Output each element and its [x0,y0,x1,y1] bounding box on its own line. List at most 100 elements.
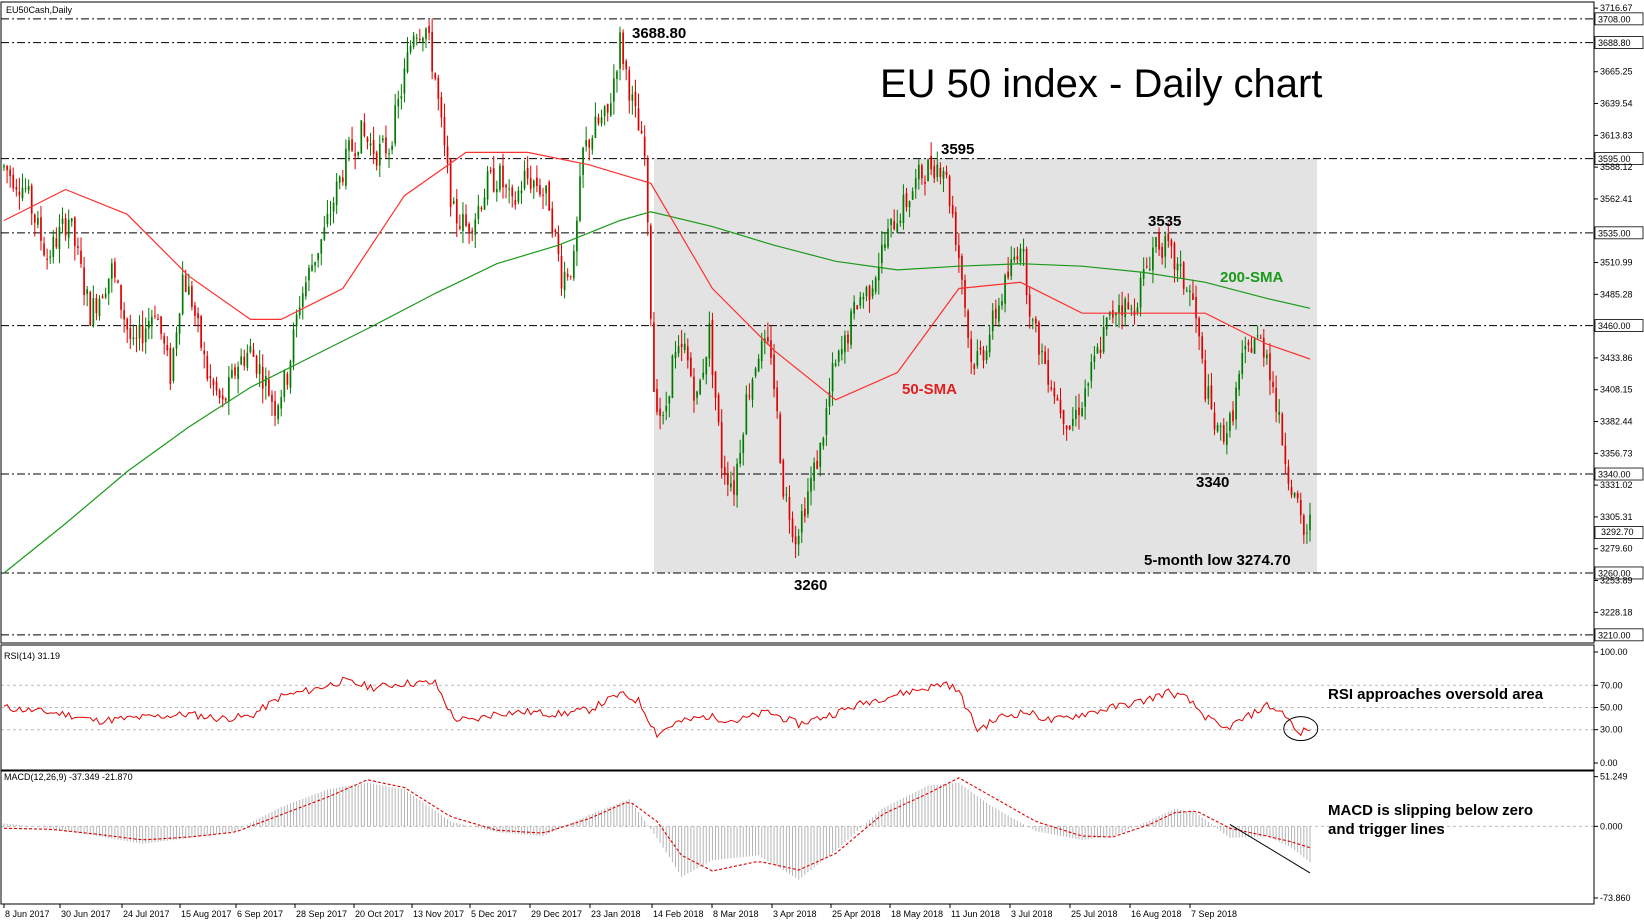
candle-body [434,73,437,79]
candle-body [437,77,440,99]
candle-body [203,350,206,355]
candle-body [653,322,655,392]
candle-body [33,214,36,223]
candle-body [3,165,5,168]
candle-body [942,171,945,179]
candle-body [415,37,418,39]
candle-body [625,61,628,70]
candle-body [1192,293,1194,301]
candle-body [1241,352,1244,374]
candle-body [884,244,886,249]
candle-body [237,366,239,379]
candle-body [197,313,199,319]
candle-body [1232,410,1234,422]
level-label: 3688.80 [1598,38,1631,48]
date-tick-label: 5 Dec 2017 [471,909,517,919]
candle-body [813,462,815,482]
candle-body [1269,353,1271,381]
candle-body [569,275,572,277]
candle-body [616,71,618,79]
candle-body [1078,407,1080,416]
candle-body [320,239,323,254]
candle-body [15,187,18,190]
candle-body [129,328,132,339]
candle-body [363,122,366,136]
candle-body [468,223,470,232]
candle-body [674,352,677,359]
candle-body [1176,263,1179,271]
date-tick-label: 7 Sep 2018 [1191,909,1237,919]
candle-body [1309,514,1311,531]
candle-body [403,68,406,94]
candle-body [431,31,433,72]
candle-body [73,217,76,246]
candle-body [1001,301,1003,306]
candle-body [696,391,698,398]
candle-body [726,473,729,485]
date-tick-label: 20 Oct 2017 [355,909,404,919]
annotation-3260: 3260 [794,577,827,594]
candle-body [61,218,64,224]
date-tick-label: 14 Feb 2018 [653,909,704,919]
candle-body [1068,425,1071,430]
rsi-panel-frame [0,644,1595,771]
candle-body [822,438,825,446]
price-tick-label: 3279.60 [1600,544,1633,554]
level-label: 3595.00 [1598,154,1631,164]
candle-body [249,345,252,353]
candle-body [936,164,939,178]
sma50-line [3,151,1311,401]
macd-annotation-line2: and trigger lines [1328,821,1445,838]
candle-body [924,181,926,184]
candle-body [964,279,966,309]
candle-body [1038,322,1040,355]
candle-body [178,313,181,334]
candle-body [175,332,178,349]
candle-body [1105,317,1108,330]
candle-body [991,310,994,332]
price-tick-label: 3639.54 [1600,99,1633,109]
candle-body [609,103,612,116]
price-tick-label: 3356.73 [1600,448,1633,458]
candle-body [372,139,375,155]
candle-body [489,170,492,172]
candle-body [988,334,991,353]
candle-body [224,398,227,401]
candle-body [1195,296,1197,319]
candle-body [311,265,313,271]
candle-body [1281,413,1284,446]
candle-body [163,336,166,344]
candle-body [271,394,273,402]
candle-body [277,405,279,420]
candle-body [157,318,159,320]
candle-body [954,211,957,245]
candle-body [261,366,264,389]
candle-body [1065,425,1068,430]
candle-body [234,367,236,376]
candle-body [369,143,372,146]
candle-body [120,284,122,310]
level-box [1594,566,1644,580]
candle-body [391,145,393,150]
candle-body [191,286,193,307]
price-tick-label: 3716.67 [1600,3,1633,13]
candle-body [64,218,67,236]
candle-body [862,296,865,300]
annotation-5-month-low: 5-month low 3274.70 [1144,552,1291,569]
candle-body [837,350,840,362]
candle-body [816,460,819,470]
candle-body [563,271,566,291]
rsi-annotation: RSI approaches oversold area [1328,686,1544,703]
candle-body [665,405,668,412]
candle-body [585,140,588,147]
price-tick-label: 3510.99 [1600,258,1633,268]
candle-body [517,190,520,202]
candle-body [52,236,55,257]
candle-body [477,206,480,220]
price-tick-label: 3433.86 [1600,353,1633,363]
candle-body [840,348,843,355]
candle-body [659,408,661,416]
candle-body [1259,337,1262,339]
candle-body [1016,256,1019,260]
candle-body [881,244,883,264]
